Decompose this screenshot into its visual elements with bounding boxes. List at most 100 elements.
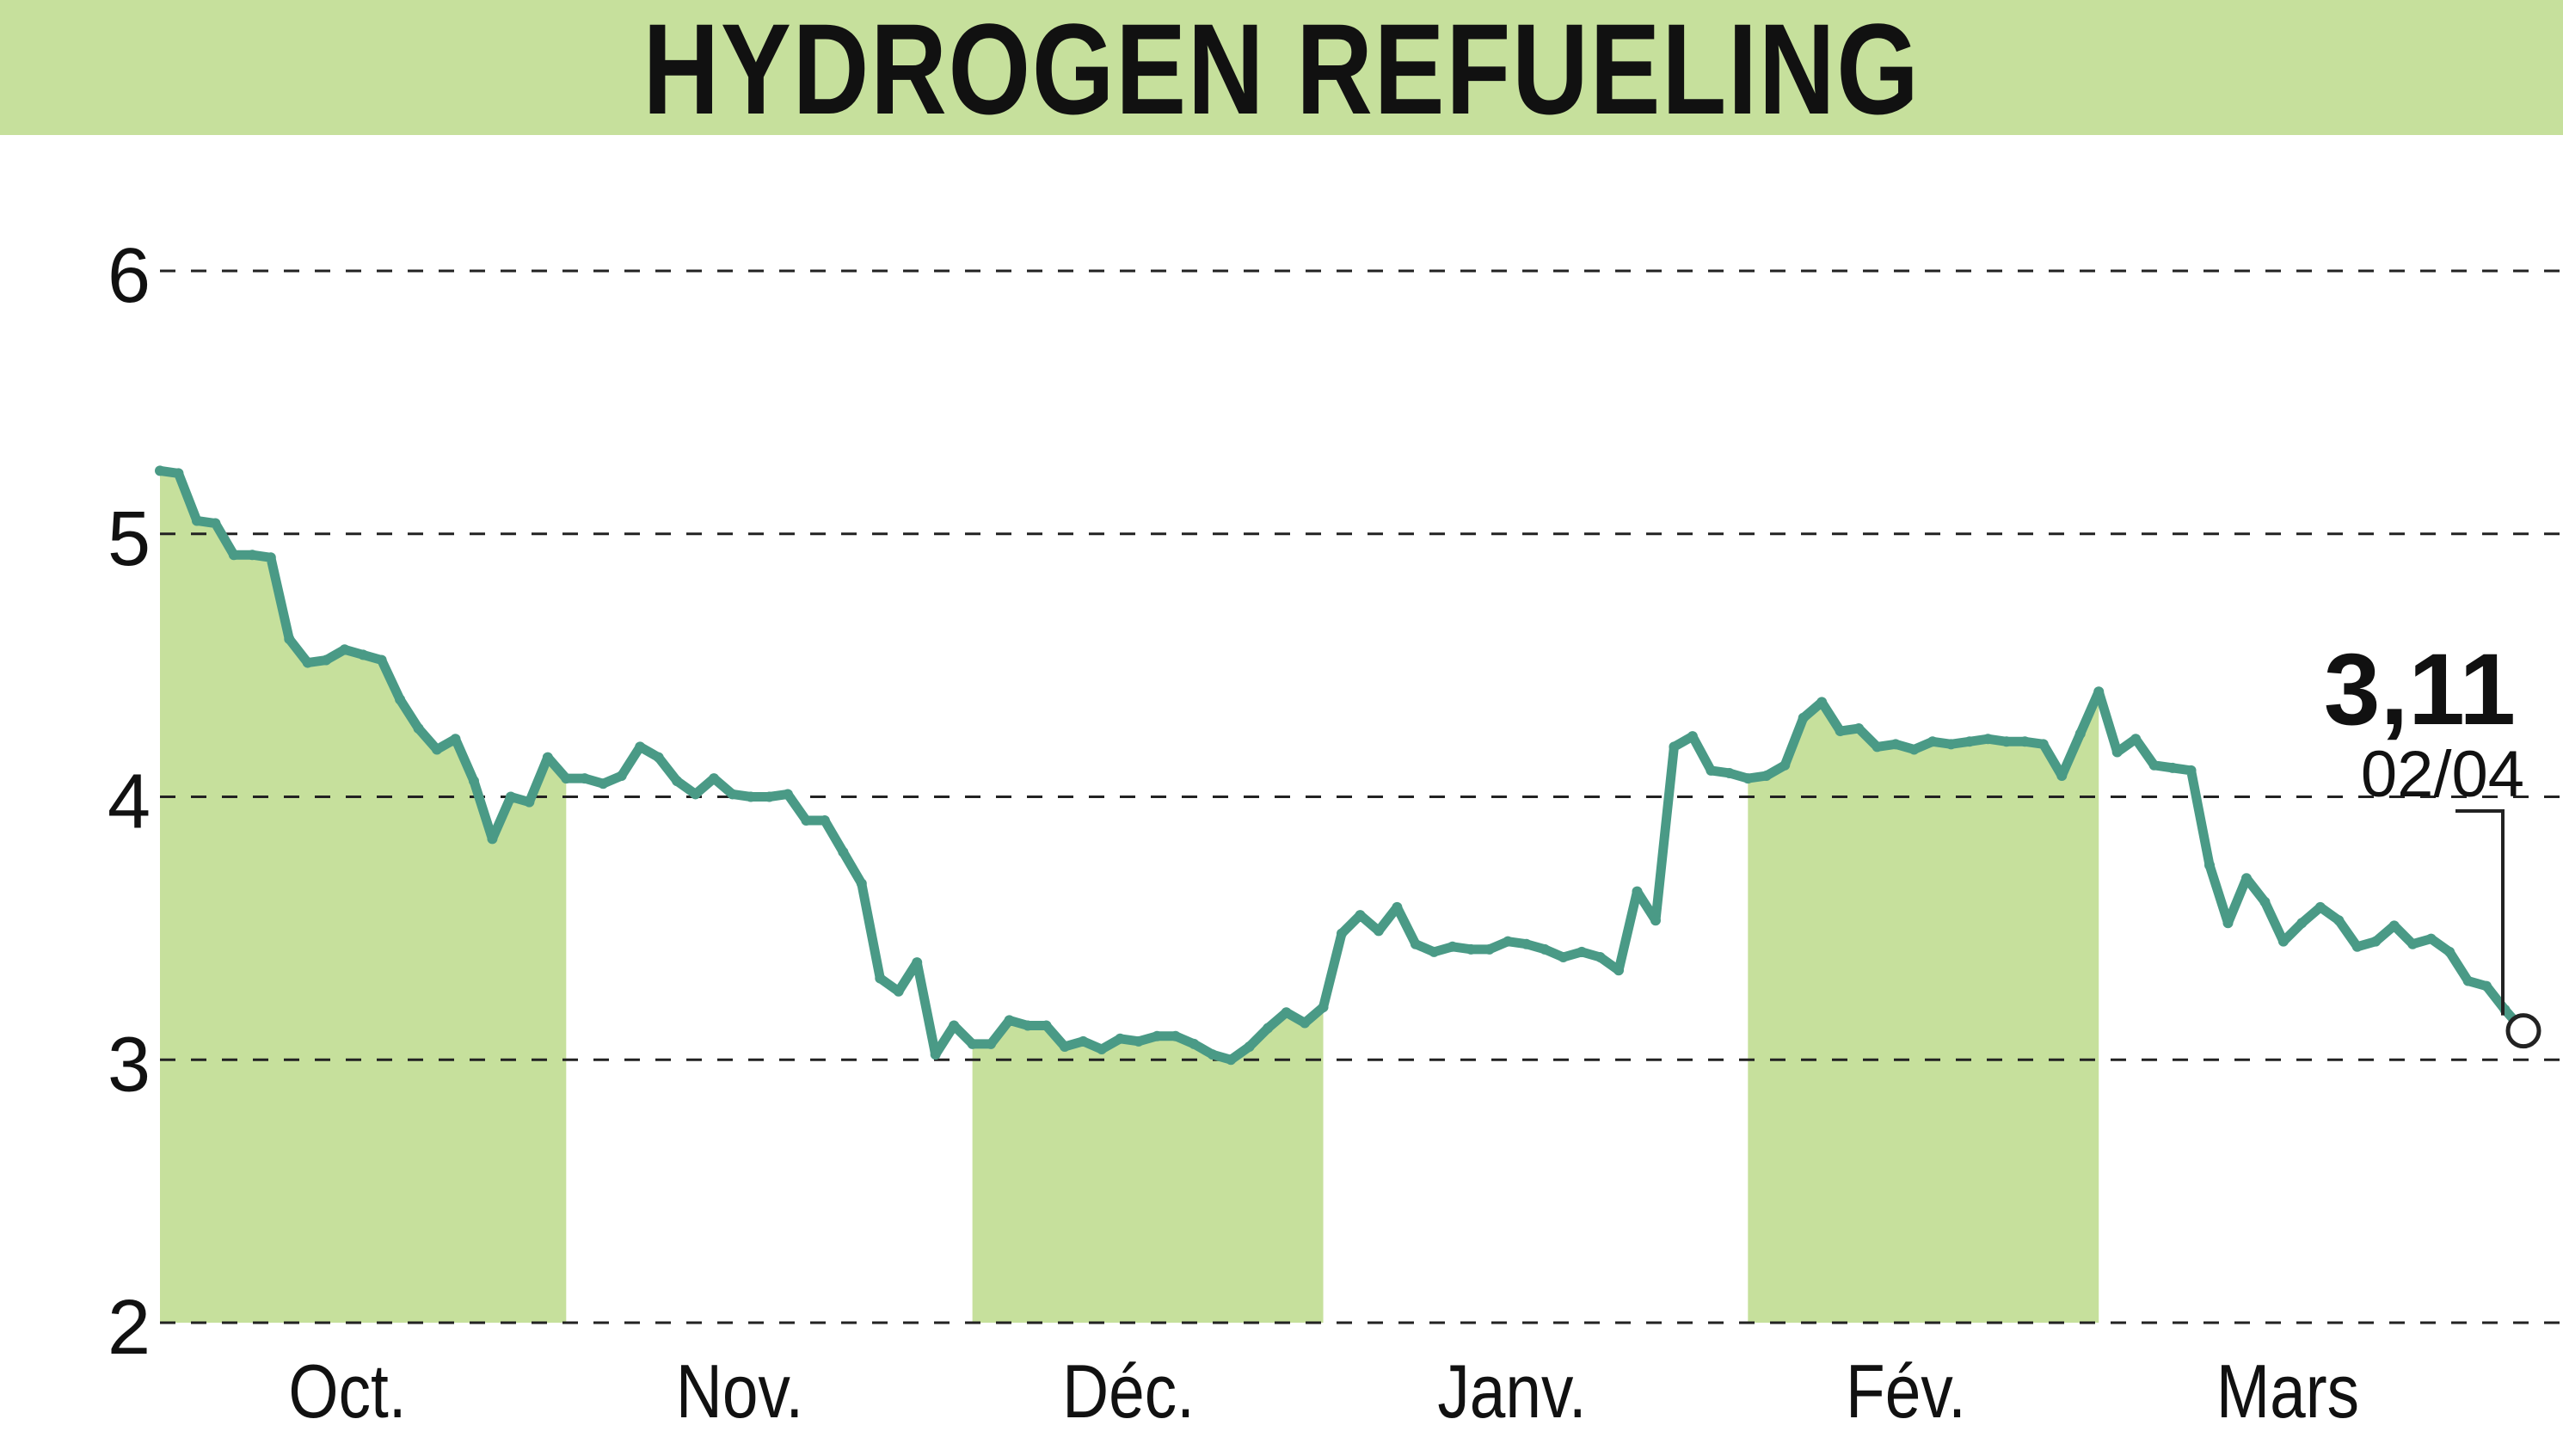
- data-point: [801, 815, 812, 826]
- data-point: [1170, 1030, 1181, 1041]
- x-tick-label: Janv.: [1437, 1349, 1586, 1434]
- y-tick-label: 3: [108, 1022, 151, 1108]
- data-point: [1318, 1002, 1329, 1013]
- x-tick-label: Déc.: [1062, 1349, 1195, 1434]
- data-point: [376, 654, 387, 666]
- data-point: [598, 778, 609, 789]
- data-point: [155, 465, 165, 476]
- data-point: [265, 552, 276, 563]
- data-point: [1023, 1020, 1034, 1031]
- data-point: [1152, 1030, 1163, 1041]
- data-point: [2444, 946, 2455, 957]
- data-point: [2111, 746, 2123, 758]
- data-point: [487, 833, 498, 845]
- data-point: [2370, 936, 2382, 947]
- data-point: [432, 744, 443, 755]
- data-point: [2481, 980, 2492, 992]
- data-point: [339, 644, 350, 655]
- annotation-leader: [2455, 809, 2505, 1016]
- data-point: [856, 878, 867, 889]
- data-point: [819, 815, 830, 826]
- title-band: [0, 0, 2563, 135]
- data-point: [2001, 736, 2012, 747]
- data-point: [893, 986, 904, 997]
- data-point: [1004, 1015, 1015, 1026]
- data-point: [1761, 771, 1772, 782]
- data-point: [2167, 762, 2179, 773]
- data-point: [1373, 925, 1384, 937]
- data-point: [875, 973, 886, 984]
- data-point: [2074, 728, 2086, 740]
- data-point: [413, 723, 424, 734]
- data-point: [1078, 1035, 1089, 1047]
- data-point: [358, 649, 369, 660]
- data-point: [930, 1049, 941, 1060]
- data-point: [191, 515, 202, 526]
- last-point-marker: [2505, 1013, 2541, 1049]
- data-point: [2093, 686, 2105, 697]
- data-point: [1447, 941, 1458, 952]
- data-point: [1964, 736, 1975, 747]
- data-point: [284, 634, 295, 645]
- data-point: [1650, 915, 1661, 926]
- data-point: [1355, 910, 1366, 921]
- data-point: [579, 773, 590, 784]
- data-point: [542, 752, 553, 763]
- data-point: [524, 796, 535, 808]
- data-point: [1484, 943, 1495, 955]
- data-point: [1558, 952, 1569, 963]
- data-point: [2148, 759, 2160, 771]
- data-point: [764, 791, 775, 802]
- data-point: [2185, 765, 2197, 776]
- data-point: [1226, 1054, 1237, 1066]
- data-point: [616, 771, 627, 782]
- data-point: [561, 773, 572, 784]
- data-point: [1115, 1033, 1126, 1044]
- data-point: [1613, 965, 1625, 976]
- data-point: [1890, 739, 1902, 750]
- data-point: [1927, 736, 1938, 747]
- data-point: [1503, 936, 1514, 947]
- data-point: [1540, 943, 1551, 955]
- data-point: [690, 789, 701, 800]
- data-point: [727, 789, 738, 800]
- data-point: [949, 1020, 960, 1031]
- data-point: [2462, 975, 2474, 986]
- data-point: [986, 1038, 997, 1049]
- data-point: [1337, 928, 1347, 939]
- data-point: [2056, 771, 2068, 782]
- data-point: [1263, 1023, 1274, 1034]
- data-point: [1300, 1017, 1311, 1029]
- data-point: [2019, 736, 2031, 747]
- x-tick-label: Nov.: [676, 1349, 803, 1434]
- data-point: [1779, 759, 1791, 771]
- data-point: [2037, 739, 2049, 750]
- x-tick-labels: Oct. Nov. Déc. Janv. Fév. Mars: [288, 1349, 2359, 1434]
- data-point: [1133, 1035, 1144, 1047]
- data-point: [912, 957, 923, 968]
- data-point: [2333, 915, 2345, 926]
- data-point: [1687, 731, 1698, 742]
- last-date-label: 02/04: [2361, 738, 2524, 811]
- data-point: [1521, 938, 1532, 949]
- data-point: [2277, 936, 2289, 947]
- data-point: [1742, 773, 1754, 784]
- data-point: [2296, 918, 2308, 929]
- month-band: [1748, 691, 2099, 1323]
- data-point: [228, 550, 239, 561]
- data-point: [782, 789, 793, 800]
- y-tick-label: 2: [108, 1285, 151, 1371]
- data-point: [1982, 734, 1994, 745]
- data-point: [1706, 765, 1717, 776]
- data-point: [1632, 886, 1643, 897]
- x-tick-label: Mars: [2216, 1349, 2359, 1434]
- data-point: [1096, 1044, 1107, 1055]
- data-point: [2204, 859, 2216, 870]
- data-point: [967, 1038, 978, 1049]
- data-point: [1908, 744, 1920, 755]
- data-point: [2222, 918, 2234, 929]
- data-point: [302, 657, 313, 668]
- data-point: [505, 791, 516, 802]
- data-point: [2259, 896, 2271, 907]
